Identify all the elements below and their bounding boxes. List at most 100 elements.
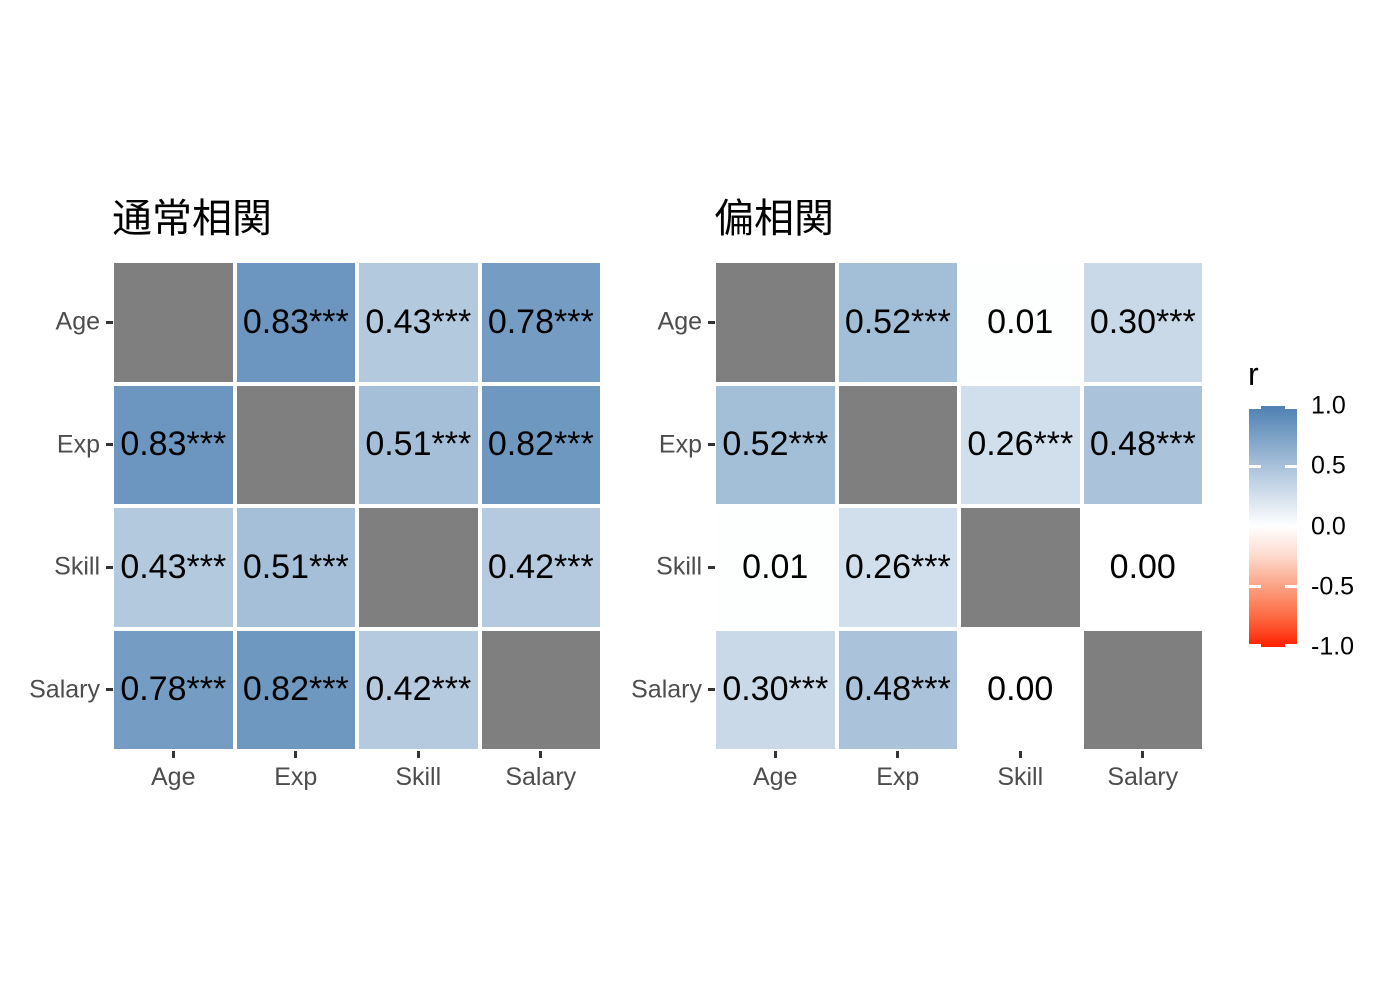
- legend-tick-mark: [1249, 406, 1261, 409]
- cell-value: 0.48***: [844, 670, 951, 709]
- legend-tick-mark: [1249, 585, 1261, 589]
- x-axis-tick: [294, 751, 298, 758]
- matrix-cell: 0.42***: [481, 508, 600, 627]
- x-axis-label: Exp: [876, 763, 920, 791]
- matrix-cell: 0.30***: [1083, 263, 1202, 382]
- cell-value: 0.43***: [120, 547, 227, 586]
- x-axis-label: Skill: [997, 763, 1044, 791]
- x-axis-label: Exp: [274, 763, 318, 791]
- matrix-cell: 0.00: [961, 630, 1080, 749]
- cell-value: 0.42***: [365, 670, 472, 709]
- cell-value: 0.01: [987, 302, 1054, 341]
- matrix-cell: 0.48***: [1083, 385, 1202, 504]
- cell-value: 0.30***: [722, 670, 829, 709]
- legend-tick-label: 0.0: [1311, 512, 1346, 540]
- matrix-cell-diagonal: [716, 263, 835, 382]
- y-axis-tick: [106, 565, 113, 569]
- y-axis-tick: [708, 565, 715, 569]
- cell-value: 0.00: [987, 670, 1054, 709]
- legend-tick-mark: [1285, 525, 1297, 528]
- matrix-cell-diagonal: [114, 263, 233, 382]
- cell-value: 0.26***: [844, 547, 951, 586]
- cell-value: 0.78***: [487, 302, 594, 341]
- x-axis-label: Age: [753, 763, 798, 791]
- y-axis-tick: [708, 320, 715, 324]
- legend-tick-mark: [1249, 525, 1261, 528]
- cell-value: 0.00: [1109, 547, 1176, 586]
- x-axis-label: Salary: [505, 763, 577, 791]
- matrix-cell-diagonal: [481, 630, 600, 749]
- matrix-cell-diagonal: [961, 508, 1080, 627]
- cell-value: 0.43***: [365, 302, 472, 341]
- y-axis-tick: [106, 688, 113, 692]
- matrix-cell: 0.82***: [481, 385, 600, 504]
- x-axis-label: Skill: [395, 763, 442, 791]
- cell-value: 0.51***: [242, 547, 349, 586]
- cell-value: 0.78***: [120, 670, 227, 709]
- legend-tick-mark: [1249, 464, 1261, 468]
- matrix-cell-diagonal: [359, 508, 478, 627]
- x-axis-tick: [171, 751, 175, 758]
- y-axis-label: Skill: [54, 552, 100, 581]
- heatmap-partial-correlation: 0.52*** 0.01 0.30*** 0.52*** 0.26*** 0.48*** 0…: [631, 263, 1202, 791]
- legend-tick-label: 0.5: [1311, 451, 1346, 480]
- matrix-cell: 0.83***: [114, 385, 233, 504]
- matrix-cell: 0.48***: [838, 630, 957, 749]
- y-axis-label: Salary: [631, 675, 702, 704]
- matrix-cell: 0.43***: [114, 508, 233, 627]
- cell-value: 0.30***: [1089, 302, 1196, 341]
- y-axis-tick: [708, 443, 715, 447]
- cell-value: 0.82***: [487, 425, 594, 464]
- cell-value: 0.83***: [120, 425, 227, 464]
- x-axis-tick: [539, 751, 543, 758]
- matrix-cell: 0.51***: [236, 508, 355, 627]
- legend-tick-mark: [1285, 464, 1297, 468]
- legend-tick-mark: [1285, 644, 1297, 647]
- matrix-cell: 0.51***: [359, 385, 478, 504]
- x-axis-label: Age: [151, 763, 196, 791]
- matrix-cell: 0.83***: [236, 263, 355, 382]
- matrix-cell-diagonal: [1083, 630, 1202, 749]
- cell-value: 0.26***: [967, 425, 1074, 464]
- y-axis-label: Age: [657, 307, 702, 336]
- matrix-cell: 0.78***: [481, 263, 600, 382]
- y-axis-label: Salary: [29, 675, 100, 704]
- legend-title: r: [1248, 356, 1259, 392]
- matrix-cell-diagonal: [236, 385, 355, 504]
- legend-tick-label: -0.5: [1311, 572, 1355, 601]
- x-axis-label: Salary: [1107, 763, 1179, 791]
- y-axis-label: Age: [55, 307, 100, 336]
- matrix-cell: 0.26***: [838, 508, 957, 627]
- heatmap-ordinary-correlation: 0.83*** 0.43*** 0.78*** 0.83*** 0.51*** 0.82*…: [29, 263, 600, 791]
- y-axis-tick: [708, 688, 715, 692]
- y-axis-tick: [106, 320, 113, 324]
- matrix-cell: 0.26***: [961, 385, 1080, 504]
- x-axis-tick: [773, 751, 777, 758]
- legend-tick-label: -1.0: [1311, 632, 1355, 661]
- y-axis-tick: [106, 443, 113, 447]
- matrix-cell: 0.82***: [236, 630, 355, 749]
- matrix-cell: 0.00: [1083, 508, 1202, 627]
- matrix-cell: 0.52***: [838, 263, 957, 382]
- x-axis-tick: [1141, 751, 1145, 758]
- cell-value: 0.01: [742, 547, 809, 586]
- x-axis-tick: [1018, 751, 1022, 758]
- panel-title-partial-correlation: 偏相関: [714, 197, 834, 241]
- legend-tick-mark: [1249, 644, 1261, 647]
- matrix-cell: 0.01: [716, 508, 835, 627]
- legend-tick-mark: [1285, 406, 1297, 409]
- y-axis-label: Skill: [656, 552, 702, 581]
- matrix-cell: 0.42***: [359, 630, 478, 749]
- cell-value: 0.52***: [722, 425, 829, 464]
- y-axis-label: Exp: [56, 430, 100, 459]
- cell-value: 0.82***: [242, 670, 349, 709]
- matrix-cell: 0.30***: [716, 630, 835, 749]
- x-axis-tick: [896, 751, 900, 758]
- x-axis-tick: [416, 751, 420, 758]
- matrix-cell: 0.78***: [114, 630, 233, 749]
- legend-colorbar: [1249, 406, 1297, 647]
- matrix-cell: 0.01: [961, 263, 1080, 382]
- cell-value: 0.52***: [844, 302, 951, 341]
- matrix-cell: 0.43***: [359, 263, 478, 382]
